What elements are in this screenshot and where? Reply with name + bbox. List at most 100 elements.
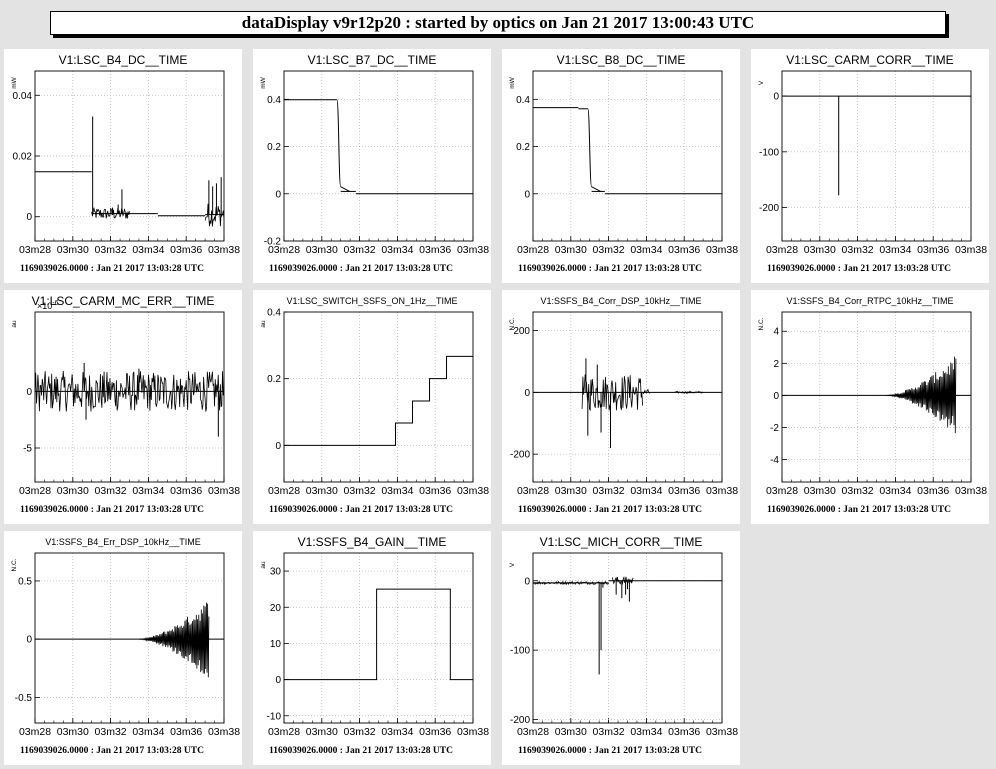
chart-title: V1:LSC_CARM_CORR__TIME [786,53,954,67]
x-tick-label: 03m32 [842,485,874,497]
chart-svg: 03m28 03m30 03m32 03m34 03m36 03m38 -5 0 au ×10-6 [11,300,240,497]
x-tick-label: 03m36 [668,726,700,738]
x-tick-label: 03m36 [917,244,949,256]
chart-timestamp: 1169039026.0000 : Jan 21 2017 13:03:28 U… [269,264,453,274]
y-axis-label: V [509,562,516,567]
x-tick-label: 03m32 [593,485,625,497]
chart-panel: V1:LSC_SWITCH_SSFS_ON_1Hz__TIME 116903902… [253,290,491,524]
chart-svg: 03m28 03m30 03m32 03m34 03m36 03m38 0 0.2 0.4au [260,308,489,498]
chart-panel: V1:LSC_B4_DC__TIME 1169039026.0000 : Jan … [4,49,242,283]
y-tick-label: 0 [524,189,530,200]
chart-panel: V1:SSFS_B4_Corr_DSP_10kHz__TIME 116903902… [502,290,740,524]
x-tick-label: 03m38 [208,485,240,497]
x-tick-label: 03m36 [419,244,451,256]
x-tick-label: 03m28 [517,485,549,497]
x-tick-label: 03m30 [57,485,89,497]
y-tick-label: -200 [510,715,530,726]
chart-svg: 03m28 03m30 03m32 03m34 03m36 03m38 -200 0 200N.… [509,311,738,497]
trace-group [35,363,224,437]
x-tick-label: 03m32 [95,244,127,256]
x-tick-label: 03m30 [555,244,587,256]
y-tick-label: 0 [524,576,530,587]
chart-svg: 03m28 03m30 03m32 03m34 03m36 03m38 0 0.02 0.04 m… [11,70,240,256]
chart-panel: V1:LSC_B8_DC__TIME 1169039026.0000 : Jan … [502,49,740,283]
y-tick-label: 30 [270,567,282,578]
trace-group [782,95,971,196]
chart-svg: 03m28 03m30 03m32 03m34 03m36 03m38 -0.5 0 0.5N.… [11,552,240,738]
y-tick-label: 200 [513,326,530,337]
page-title: dataDisplay v9r12p20 : started by optics… [50,11,946,35]
x-tick-label: 03m38 [457,485,489,497]
y-tick-label: 0 [773,391,779,402]
x-tick-label: 03m36 [668,244,700,256]
x-tick-label: 03m34 [132,244,164,256]
x-tick-label: 03m36 [419,726,451,738]
x-tick-label: 03m34 [879,244,911,256]
y-tick-label: 0 [275,675,281,686]
x-tick-label: 03m30 [306,244,338,256]
chart-title: V1:SSFS_B4_Corr_RTPC_10kHz__TIME [786,296,954,306]
trace-group [782,356,971,434]
trace-group [35,116,224,227]
y-tick-label: 0.2 [516,142,530,153]
chart-panel: V1:LSC_CARM_CORR__TIME 1169039026.0000 : … [751,49,989,283]
y-tick-label: 0.5 [18,576,32,587]
x-tick-label: 03m28 [19,244,51,256]
x-tick-label: 03m30 [57,244,89,256]
x-tick-label: 03m36 [419,485,451,497]
x-tick-label: 03m38 [955,485,987,497]
y-axis-label: mW [11,76,18,88]
chart-svg: 03m28 03m30 03m32 03m34 03m36 03m38 -200 -100 0 V [758,70,987,256]
x-tick-label: 03m30 [306,726,338,738]
x-tick-label: 03m38 [706,485,738,497]
trace-noise [674,390,704,394]
chart-title: V1:LSC_MICH_CORR__TIME [539,535,703,549]
x-tick-label: 03m38 [955,244,987,256]
x-tick-label: 03m30 [804,244,836,256]
chart-timestamp: 1169039026.0000 : Jan 21 2017 13:03:28 U… [269,746,453,756]
x-tick-label: 03m38 [706,244,738,256]
trace-group [533,575,722,675]
trace-step [587,108,602,193]
x-tick-label: 03m32 [344,726,376,738]
x-tick-label: 03m38 [457,726,489,738]
trace-group [533,358,722,448]
trace-stairs [284,588,473,681]
y-tick-label: 0 [275,189,281,200]
x-tick-label: 03m32 [593,244,625,256]
x-tick-label: 03m36 [170,485,202,497]
chart-timestamp: 1169039026.0000 : Jan 21 2017 13:03:28 U… [767,505,951,515]
x-tick-label: 03m38 [208,726,240,738]
x-tick-label: 03m28 [517,726,549,738]
trace-noise [533,580,609,586]
x-tick-label: 03m28 [766,244,798,256]
y-axis-label: au [11,320,18,328]
chart-panel: V1:LSC_B7_DC__TIME 1169039026.0000 : Jan … [253,49,491,283]
trace-step [336,99,351,193]
chart-timestamp: 1169039026.0000 : Jan 21 2017 13:03:28 U… [20,746,204,756]
y-tick-label: 0.2 [267,374,281,385]
trace-noise [91,207,130,219]
y-tick-label: 0.4 [516,95,530,106]
x-tick-label: 03m28 [268,726,300,738]
trace-noise [204,203,224,227]
y-tick-label: 0.04 [13,91,33,102]
x-tick-label: 03m34 [381,485,413,497]
plot-frame [34,311,225,483]
y-axis-label: N.C. [509,317,516,330]
y-axis-label: mW [509,76,516,88]
y-axis-label: au [260,561,267,569]
x-tick-label: 03m30 [306,485,338,497]
chart-timestamp: 1169039026.0000 : Jan 21 2017 13:03:28 U… [767,264,951,274]
y-tick-label: -10 [267,711,282,722]
x-tick-label: 03m30 [804,485,836,497]
plot-frame [532,552,723,724]
trace-noise [612,575,634,585]
y-tick-label: 0.02 [13,152,33,163]
plot-frame [34,70,225,242]
y-exponent: ×10-6 [37,300,59,311]
y-axis-label: N.C. [758,317,765,330]
chart-panel: V1:SSFS_B4_Corr_RTPC_10kHz__TIME 11690390… [751,290,989,524]
chart-panel: V1:SSFS_B4_GAIN__TIME 1169039026.0000 : J… [253,531,491,765]
y-tick-label: -5 [23,444,32,455]
